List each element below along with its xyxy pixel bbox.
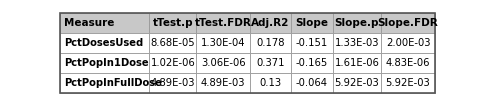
Bar [149, 33, 197, 53]
Text: tTest.FDR: tTest.FDR [195, 18, 252, 28]
Text: PctPopIn1Dose: PctPopIn1Dose [64, 58, 149, 68]
Text: Slope.FDR: Slope.FDR [378, 18, 439, 28]
Text: 3.06E-06: 3.06E-06 [201, 58, 245, 68]
Text: 0.371: 0.371 [256, 58, 285, 68]
Bar [291, 33, 332, 53]
Bar [149, 13, 197, 33]
Text: 4.89E-03: 4.89E-03 [201, 78, 245, 88]
Bar [197, 13, 250, 33]
Text: tTest.p: tTest.p [153, 18, 193, 28]
Text: Measure: Measure [64, 18, 114, 28]
Text: 1.61E-06: 1.61E-06 [334, 58, 379, 68]
Bar [197, 73, 250, 93]
Bar [149, 53, 197, 73]
Bar [381, 33, 435, 53]
Bar [381, 13, 435, 33]
Text: -0.151: -0.151 [296, 38, 328, 48]
Bar [291, 53, 332, 73]
Bar [250, 73, 291, 93]
Text: 8.68E-05: 8.68E-05 [151, 38, 195, 48]
Bar [332, 73, 381, 93]
Bar [197, 33, 250, 53]
Text: PctDosesUsed: PctDosesUsed [64, 38, 143, 48]
Text: Slope.p: Slope.p [335, 18, 379, 28]
Text: 1.33E-03: 1.33E-03 [335, 38, 379, 48]
Text: 0.178: 0.178 [256, 38, 285, 48]
Text: -0.064: -0.064 [296, 78, 328, 88]
Text: 0.13: 0.13 [259, 78, 282, 88]
Bar [332, 33, 381, 53]
Bar [381, 73, 435, 93]
Bar [60, 53, 149, 73]
Bar [250, 53, 291, 73]
Bar [291, 13, 332, 33]
Bar [60, 73, 149, 93]
Text: 2.00E-03: 2.00E-03 [386, 38, 430, 48]
Bar [60, 33, 149, 53]
Bar [250, 13, 291, 33]
Text: PctPopInFullDose: PctPopInFullDose [64, 78, 162, 88]
Bar [197, 53, 250, 73]
Bar [149, 73, 197, 93]
Text: 5.92E-03: 5.92E-03 [385, 78, 430, 88]
Text: 1.02E-06: 1.02E-06 [151, 58, 195, 68]
Bar [60, 13, 149, 33]
Text: 4.89E-03: 4.89E-03 [151, 78, 195, 88]
Bar [332, 13, 381, 33]
Text: 1.30E-04: 1.30E-04 [201, 38, 245, 48]
Text: 4.83E-06: 4.83E-06 [386, 58, 430, 68]
Bar [250, 33, 291, 53]
Text: Adj.R2: Adj.R2 [251, 18, 290, 28]
Bar [381, 53, 435, 73]
Text: 5.92E-03: 5.92E-03 [335, 78, 379, 88]
Text: Slope: Slope [295, 18, 328, 28]
Text: -0.165: -0.165 [296, 58, 328, 68]
Bar [332, 53, 381, 73]
Bar [291, 73, 332, 93]
